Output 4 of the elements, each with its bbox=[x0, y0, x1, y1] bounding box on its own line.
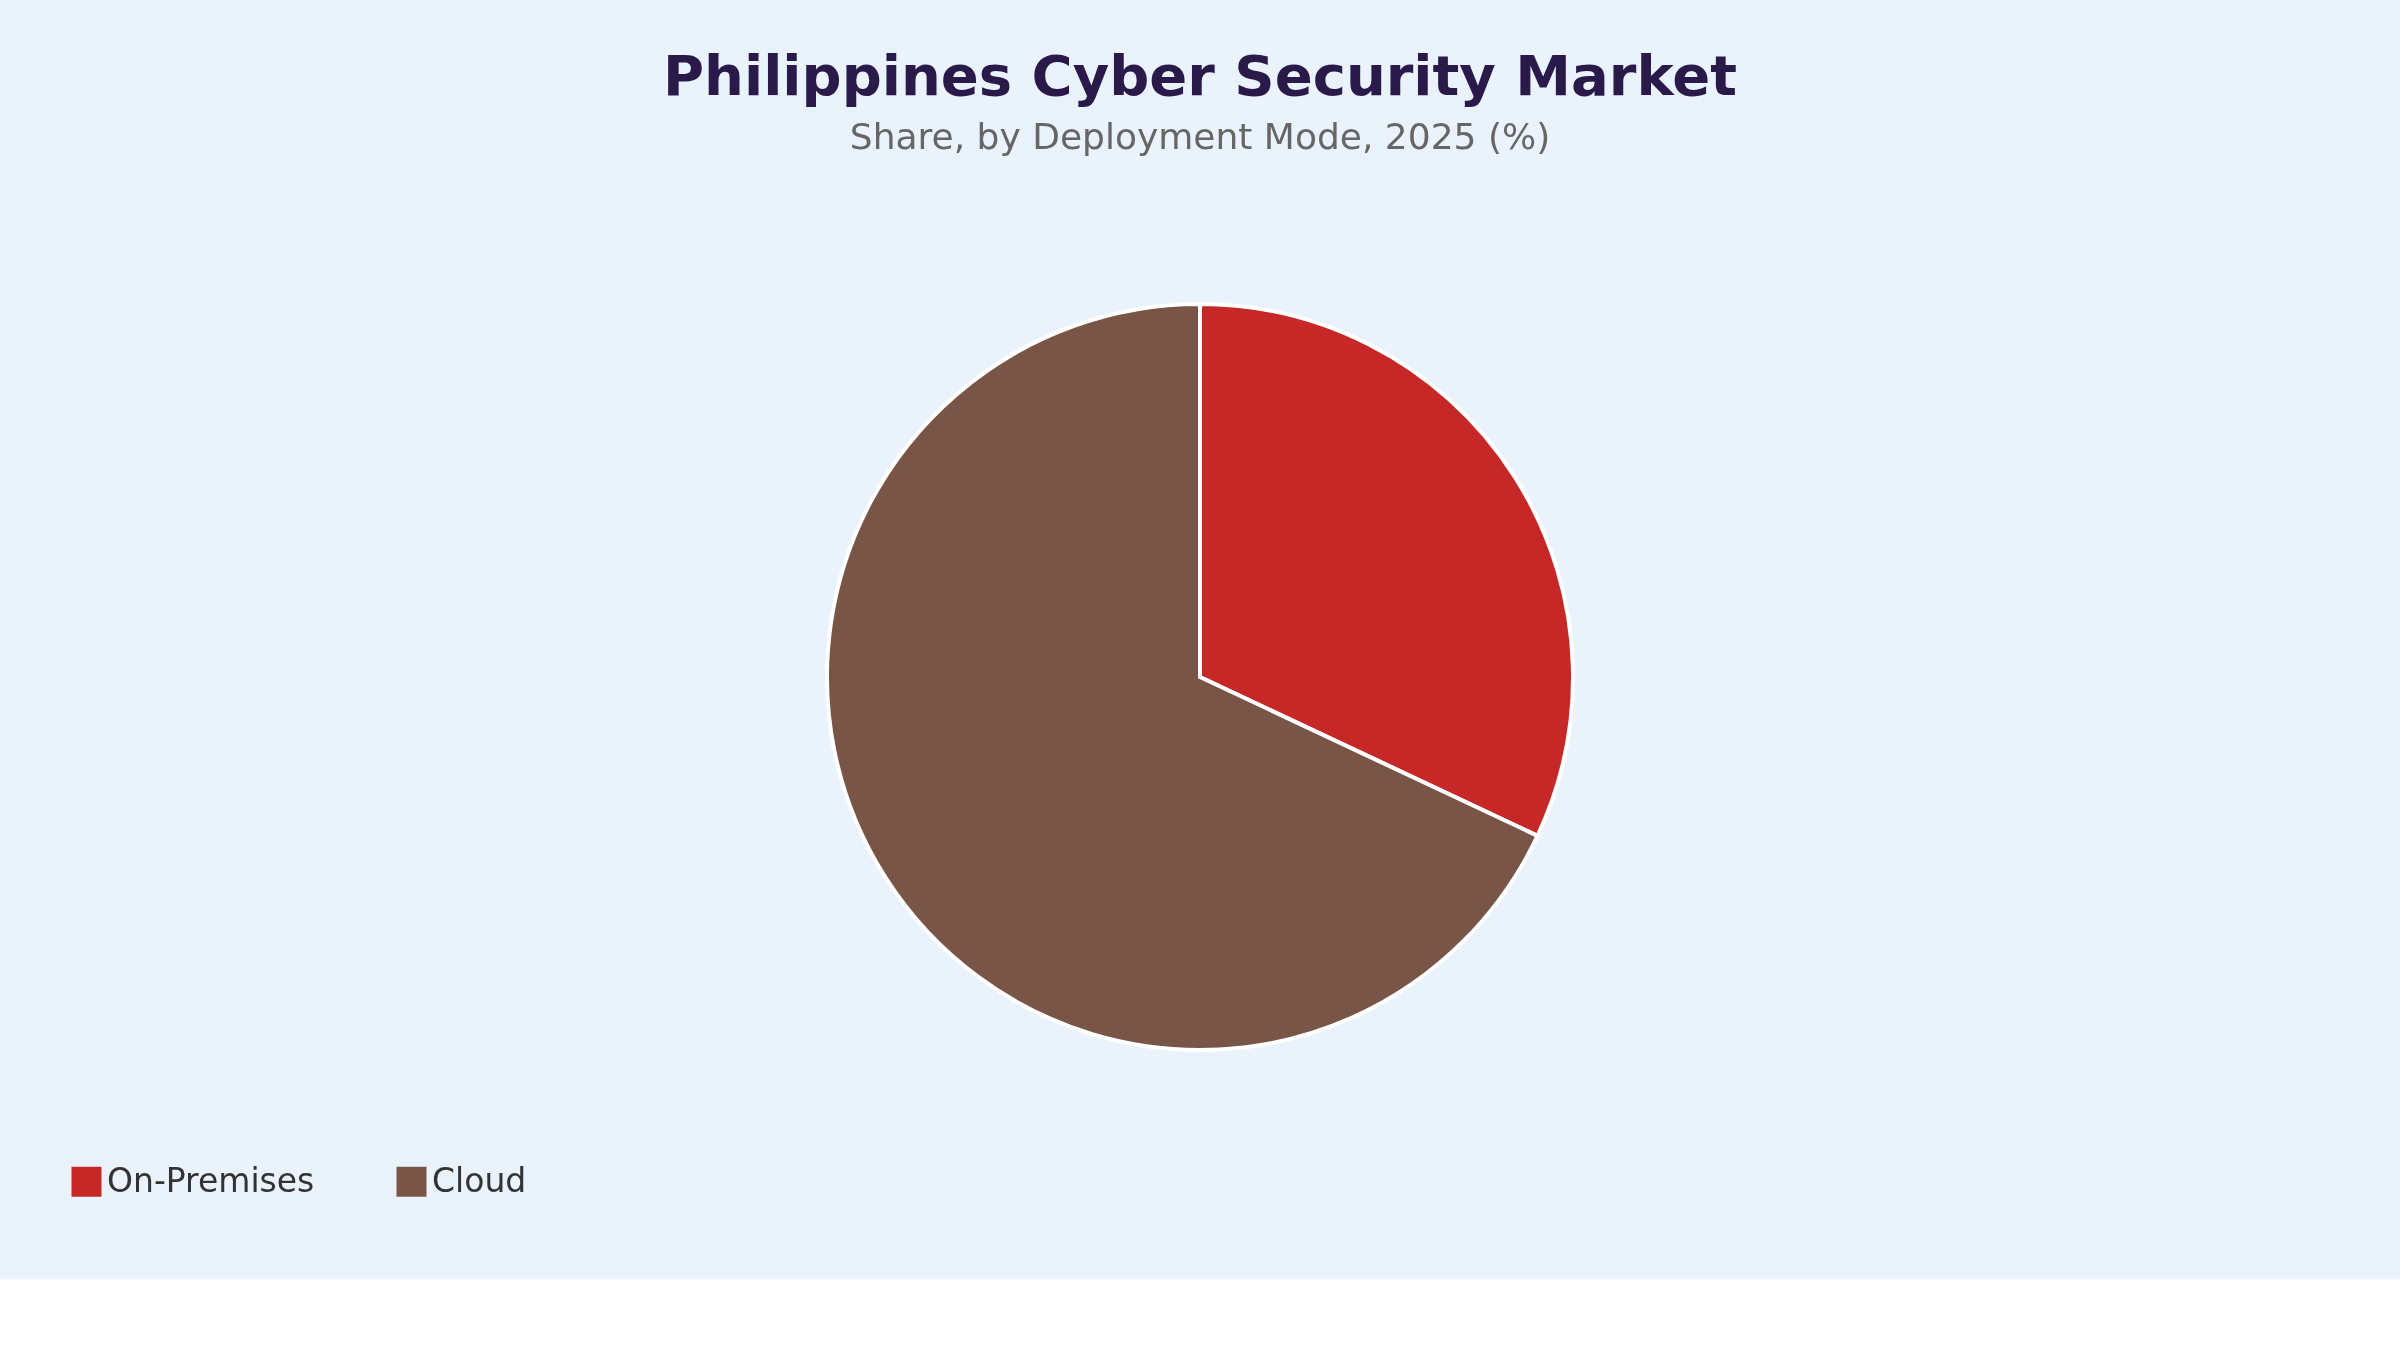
legend-label: On-Premises bbox=[107, 1160, 315, 1200]
chart-subtitle: Share, by Deployment Mode, 2025 (%) bbox=[849, 116, 1551, 157]
legend-label: Cloud bbox=[432, 1160, 527, 1200]
chart-title: Philippines Cyber Security Market bbox=[663, 43, 1737, 108]
